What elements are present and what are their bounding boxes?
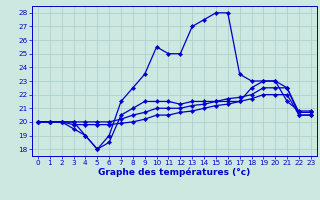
X-axis label: Graphe des températures (°c): Graphe des températures (°c) [98,168,251,177]
